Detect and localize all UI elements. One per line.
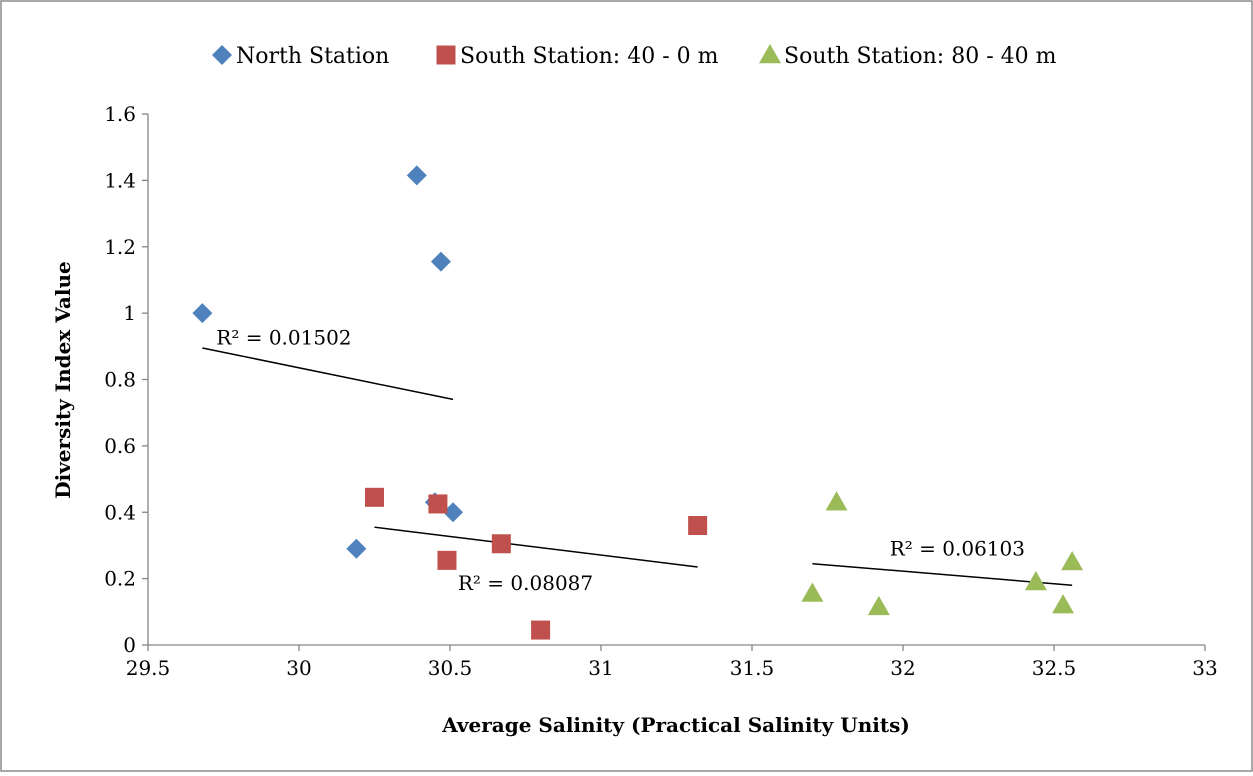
y-tick-label: 1 (123, 301, 136, 325)
x-tick-label: 33 (1192, 656, 1217, 680)
data-point-series-3 (867, 595, 890, 616)
data-points (192, 165, 1084, 640)
y-tick-label: 0 (123, 633, 136, 657)
y-axis-title: Diversity Index Value (51, 261, 75, 499)
x-tick-label: 30 (286, 656, 311, 680)
y-tick-label: 1.4 (104, 168, 136, 192)
x-tick-label: 32.5 (1032, 656, 1077, 680)
data-point-series-3 (1024, 570, 1047, 591)
data-point-series-2 (428, 494, 448, 514)
data-point-series-3 (801, 582, 824, 602)
r-squared-label: R² = 0.08087 (458, 571, 593, 595)
y-tick-label: 1.2 (104, 235, 136, 259)
data-point-series-1 (430, 251, 451, 272)
r-squared-label: R² = 0.01502 (216, 326, 351, 350)
x-tick-label: 32 (890, 656, 915, 680)
y-tick-label: 1.6 (104, 102, 136, 126)
legend-marker-series-1 (212, 45, 232, 65)
y-tick-label: 0.8 (104, 368, 136, 392)
trendline-series-2 (374, 526, 698, 568)
x-tick-label: 31 (588, 656, 613, 680)
r-squared-annotations: R² = 0.01502 R² = 0.08087 R² = 0.06103 (216, 326, 1025, 596)
data-point-series-3 (1061, 551, 1084, 571)
x-tick-label: 31.5 (730, 656, 775, 680)
data-point-series-2 (437, 550, 457, 570)
legend-label-series-2: South Station: 40 - 0 m (460, 44, 719, 69)
data-point-series-3 (1052, 594, 1075, 614)
data-point-series-2 (688, 516, 708, 536)
legend-marker-series-3 (759, 44, 781, 64)
data-point-series-1 (192, 303, 213, 324)
legend: North Station South Station: 40 - 0 m Sout… (212, 44, 1057, 69)
legend-label-series-1: North Station (236, 44, 389, 69)
x-tick-label: 29.5 (126, 656, 171, 680)
trendlines (202, 347, 1073, 587)
axes: 0 0.2 0.4 0.6 0.8 1 1.2 1.4 1.6 29.5 30 30.5 31 31.5 3… (104, 102, 1218, 680)
y-tick-label: 0.4 (104, 500, 136, 524)
trendline-series-3 (812, 562, 1073, 587)
data-point-series-3 (825, 491, 848, 511)
data-point-series-1 (346, 538, 367, 559)
legend-marker-series-2 (436, 45, 456, 65)
data-point-series-1 (443, 502, 464, 523)
y-tick-label: 0.2 (104, 567, 136, 591)
x-tick-label: 30.5 (428, 656, 473, 680)
legend-label-series-3: South Station: 80 - 40 m (784, 44, 1057, 69)
y-tick-label: 0.6 (104, 434, 136, 458)
r-squared-label: R² = 0.06103 (890, 536, 1025, 560)
data-point-series-2 (491, 534, 511, 554)
data-point-series-2 (531, 620, 551, 640)
trendline-series-1 (202, 347, 454, 401)
data-point-series-2 (365, 487, 384, 507)
x-axis-title: Average Salinity (Practical Salinity Uni… (441, 713, 910, 737)
data-point-series-1 (406, 165, 427, 186)
